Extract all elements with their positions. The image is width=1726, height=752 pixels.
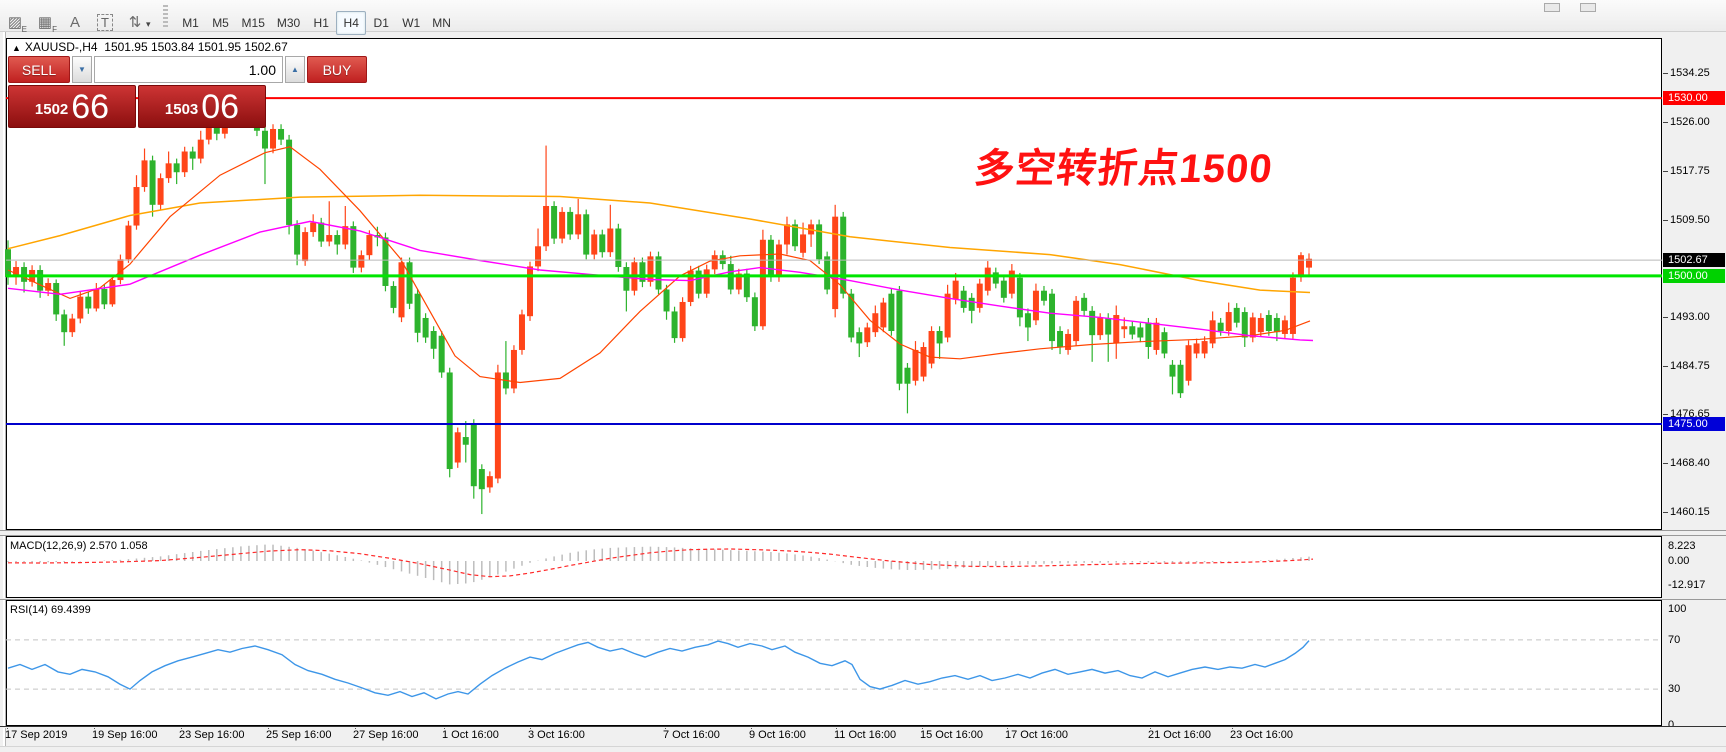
ma-mid-magenta	[7, 220, 1314, 342]
price-tick-label: 1493.00	[1670, 311, 1710, 324]
text-label-a-icon[interactable]: A	[69, 14, 80, 31]
time-tick-label: 7 Oct 16:00	[663, 729, 720, 741]
timeframe-button-mn[interactable]: MN	[432, 16, 451, 30]
macd-tick-label: -12.917	[1668, 578, 1706, 591]
price-tick-label: 1509.50	[1670, 213, 1710, 226]
volume-up-button[interactable]: ▲	[285, 56, 305, 83]
timeframe-button-h4[interactable]: H4	[336, 11, 367, 35]
buy-price-whole: 1503	[164, 101, 199, 118]
rsi-canvas[interactable]	[0, 600, 1662, 727]
rsi-tick-label: 70	[1668, 633, 1681, 646]
price-tick-label: 1484.75	[1670, 360, 1710, 373]
main-chart-canvas[interactable]	[0, 36, 1662, 530]
time-tick-label: 27 Sep 16:00	[353, 729, 419, 741]
time-tick-label: 15 Oct 16:00	[920, 729, 983, 741]
time-tick-label: 1 Oct 16:00	[442, 729, 499, 741]
timeframe-button-m30[interactable]: M30	[276, 16, 301, 30]
rsi-tick-label: 0	[1668, 719, 1675, 731]
price-level-badge: 1530.00	[1663, 91, 1725, 106]
rsi-splitter[interactable]	[0, 598, 1726, 600]
timeframe-button-d1[interactable]: D1	[373, 16, 389, 30]
buy-button[interactable]: BUY	[307, 56, 367, 83]
volume-input[interactable]	[94, 56, 283, 83]
time-tick-label: 21 Oct 16:00	[1148, 729, 1211, 741]
window-control-box[interactable]	[1580, 3, 1596, 12]
price-level-badge: 1500.00	[1663, 268, 1725, 283]
macd-canvas[interactable]	[0, 536, 1662, 600]
price-tick-label: 1517.75	[1670, 164, 1710, 177]
ma-slow-orange	[7, 194, 1311, 294]
time-tick-label: 23 Sep 16:00	[179, 729, 245, 741]
time-tick-label: 19 Sep 16:00	[92, 729, 158, 741]
buy-price-pips: 06	[201, 88, 240, 126]
chart-title-text: XAUUSD-,H4 1501.95 1503.84 1501.95 1502.…	[24, 40, 288, 54]
time-tick-label: 3 Oct 16:00	[528, 729, 585, 741]
grid-f-icon[interactable]: ▦ F	[37, 14, 57, 34]
rsi-label: RSI(14) 69.4399	[10, 604, 91, 616]
window-left-edge	[0, 32, 6, 746]
window-bottom-edge	[0, 746, 1726, 752]
price-tick-mark	[1663, 73, 1668, 74]
window-control-box[interactable]	[1544, 3, 1560, 12]
price-tick-mark	[1663, 317, 1668, 319]
price-tick-label: 1460.15	[1670, 505, 1710, 518]
price-tick-mark	[1663, 121, 1668, 123]
macd-tick-label: 8.223	[1668, 540, 1696, 553]
price-tick-mark	[1663, 511, 1668, 513]
price-tick-mark	[1663, 463, 1668, 465]
macd-label: MACD(12,26,9) 2.570 1.058	[10, 540, 148, 552]
rsi-tick-label: 30	[1668, 683, 1681, 696]
price-tick-mark	[1663, 219, 1668, 221]
toolbar-drag-handle[interactable]	[162, 5, 168, 27]
time-tick-label: 11 Oct 16:00	[834, 729, 897, 741]
ma-fast-redorange	[7, 146, 1311, 384]
chart-title: ▲ XAUUSD-,H4 1501.95 1503.84 1501.95 1502…	[12, 40, 288, 54]
chevron-down-icon[interactable]: ▾	[146, 19, 151, 29]
textbox-t-icon[interactable]: T	[90, 10, 120, 36]
macd-splitter[interactable]	[0, 530, 1726, 536]
price-tick-mark	[1663, 414, 1668, 416]
time-tick-label: 17 Oct 16:00	[1005, 729, 1068, 741]
chart-annotation-text: 多空转折点1500	[972, 147, 1275, 191]
one-click-trade-panel: SELL ▼ ▲ BUY 1502 66 1503 06	[8, 56, 367, 128]
price-level-badge: 1475.00	[1663, 417, 1725, 431]
sell-price-display[interactable]: 1502 66	[8, 85, 136, 128]
time-tick-label: 23 Oct 16:00	[1230, 729, 1293, 741]
time-tick-label: 25 Sep 16:00	[266, 729, 332, 741]
arrange-arrows-icon[interactable]: ⇅	[128, 14, 142, 31]
time-tick-label: 17 Sep 2019	[5, 729, 68, 741]
price-level-badge: 1502.67	[1663, 253, 1725, 268]
price-tick-label: 1526.00	[1670, 115, 1710, 128]
price-tick-label: 1468.40	[1670, 457, 1710, 470]
timeframe-button-h1[interactable]: H1	[313, 16, 329, 30]
volume-down-button[interactable]: ▼	[72, 56, 92, 83]
price-tick-mark	[1663, 366, 1668, 368]
sell-button[interactable]: SELL	[8, 56, 70, 83]
price-tick-label: 1534.25	[1670, 67, 1710, 79]
timeframe-button-m15[interactable]: M15	[241, 16, 265, 30]
timeframe-button-w1[interactable]: W1	[402, 16, 421, 30]
buy-price-display[interactable]: 1503 06	[138, 85, 266, 128]
sell-price-pips: 66	[71, 88, 110, 126]
sell-price-whole: 1502	[34, 101, 69, 118]
time-tick-label: 9 Oct 16:00	[749, 729, 806, 741]
charts-overlap-e-icon[interactable]: ▨ E	[7, 14, 27, 34]
timeframe-button-m1[interactable]: M1	[182, 16, 199, 30]
collapse-arrow-icon[interactable]: ▲	[12, 43, 21, 53]
time-axis-border	[0, 726, 1726, 728]
timeframe-button-m5[interactable]: M5	[212, 16, 229, 30]
rsi-tick-label: 100	[1668, 603, 1687, 615]
toolbar: ▨ E ▦ F A T ⇅ ▾ M1 M5 M15 M30 H1 H4 D1 W1 MN	[0, 0, 1726, 35]
price-tick-mark	[1663, 170, 1668, 172]
macd-tick-label: 0.00	[1668, 555, 1690, 567]
